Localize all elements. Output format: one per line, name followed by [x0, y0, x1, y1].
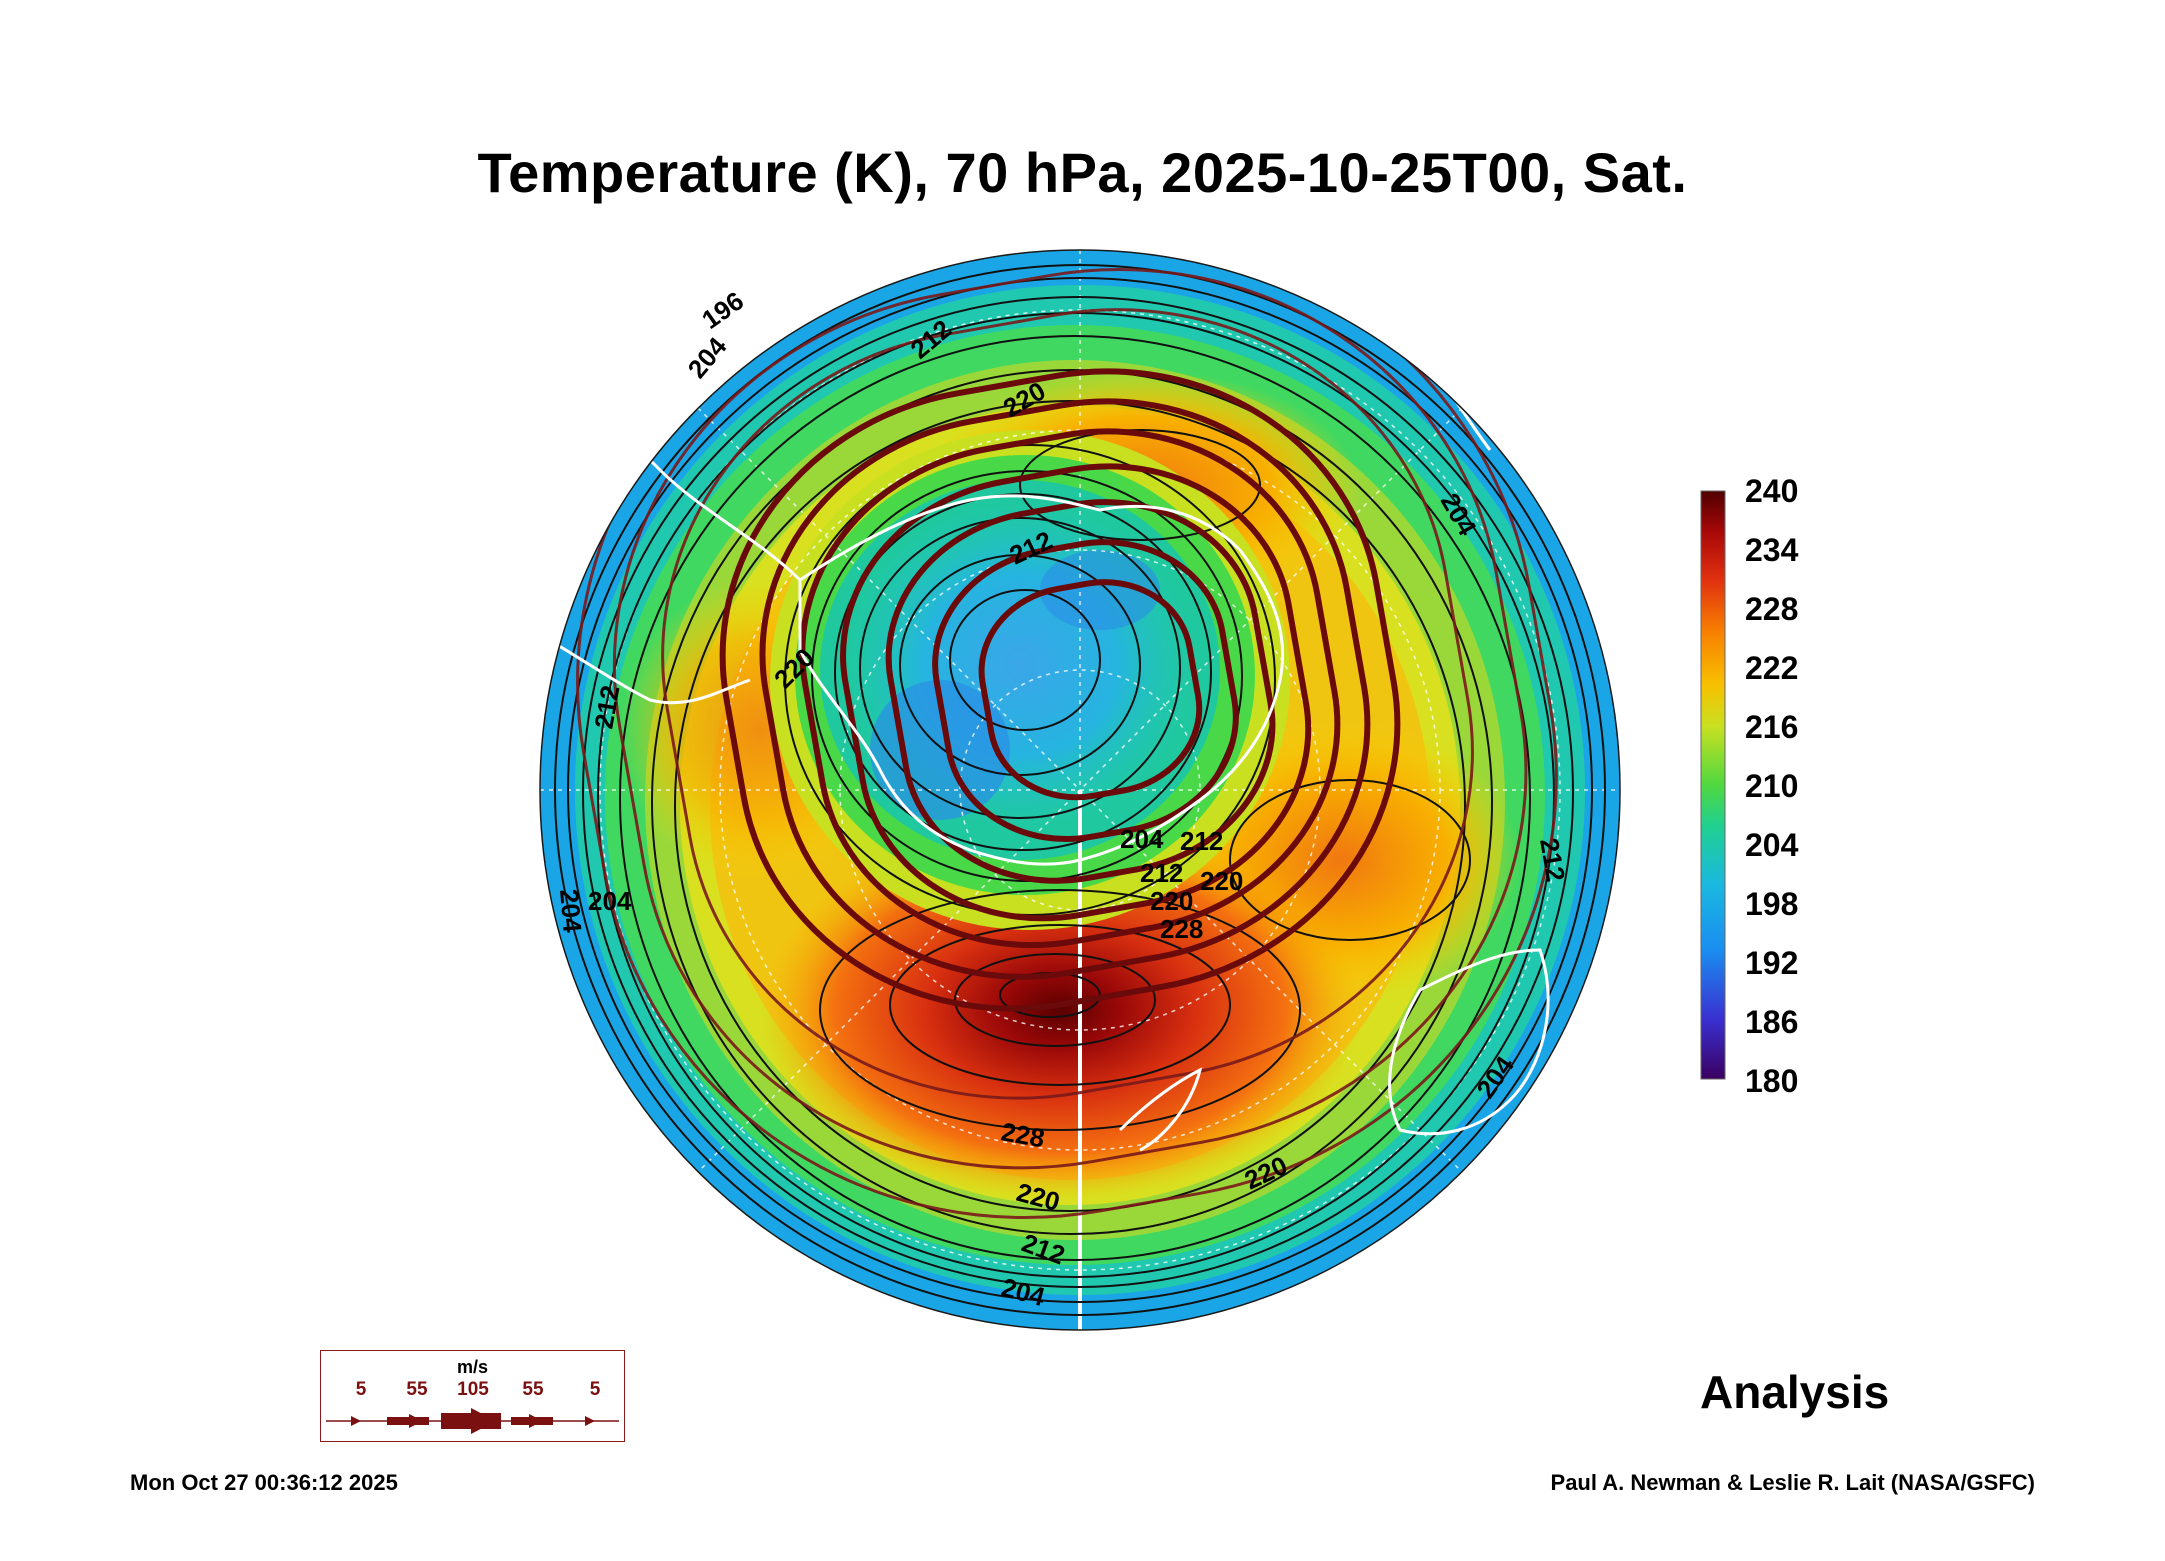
contour-label: 212	[1534, 836, 1571, 884]
contour-label: 212	[1180, 826, 1223, 856]
colorbar-tick-label: 210	[1745, 768, 1799, 804]
temperature-colorbar	[1700, 490, 1726, 1080]
map-boundary	[539, 249, 1621, 1331]
generation-timestamp: Mon Oct 27 00:36:12 2025	[130, 1470, 398, 1495]
contour-label: 204	[554, 888, 588, 934]
colorbar-tick-label: 234	[1745, 532, 1799, 568]
colorbar-tick-label: 216	[1745, 709, 1799, 745]
contour-label: 220	[1150, 886, 1193, 916]
wind-legend-label: 105	[457, 1379, 489, 1400]
wind-legend-units: m/s	[456, 1357, 489, 1377]
contour-label: 212	[1140, 858, 1183, 888]
wind-legend-label: 5	[355, 1379, 367, 1400]
wind-speed-legend: m/s 5 55 105 55 5	[320, 1350, 625, 1442]
colorbar-tick-label: 204	[1745, 827, 1799, 863]
polar-temperature-map: 196 204 212 220 212 220 212 204 212 220 …	[539, 249, 1621, 1331]
colorbar-tick-label: 222	[1745, 650, 1799, 686]
contour-label: 220	[1200, 866, 1243, 896]
temperature-contours	[554, 264, 1606, 1316]
contour-label: 212	[588, 683, 625, 731]
contour-label: 204	[682, 331, 733, 384]
contour-label: 204	[588, 886, 632, 916]
contour-label: 196	[696, 285, 749, 334]
contour-label: 204	[1120, 824, 1164, 854]
colorbar-tick-label: 240	[1745, 473, 1799, 509]
colorbar-tick-label: 228	[1745, 591, 1799, 627]
contour-label: 228	[1160, 914, 1203, 944]
wind-legend-label: 55	[406, 1379, 428, 1400]
author-credit: Paul A. Newman & Leslie R. Lait (NASA/GS…	[1550, 1470, 2035, 1495]
chart-title: Temperature (K), 70 hPa, 2025-10-25T00, …	[477, 141, 1688, 204]
contour-label: 228	[999, 1116, 1047, 1153]
wind-legend-arrow-bar	[326, 1408, 619, 1434]
colorbar-tick-label: 186	[1745, 1004, 1799, 1040]
coastlines	[540, 250, 1550, 1152]
wind-legend-label: 55	[522, 1379, 544, 1400]
analysis-label: Analysis	[1700, 1366, 1890, 1418]
colorbar-tick-label: 192	[1745, 945, 1799, 981]
colorbar-tick-label: 180	[1745, 1063, 1799, 1099]
wind-legend-label: 5	[589, 1379, 601, 1400]
colorbar-tick-label: 198	[1745, 886, 1799, 922]
